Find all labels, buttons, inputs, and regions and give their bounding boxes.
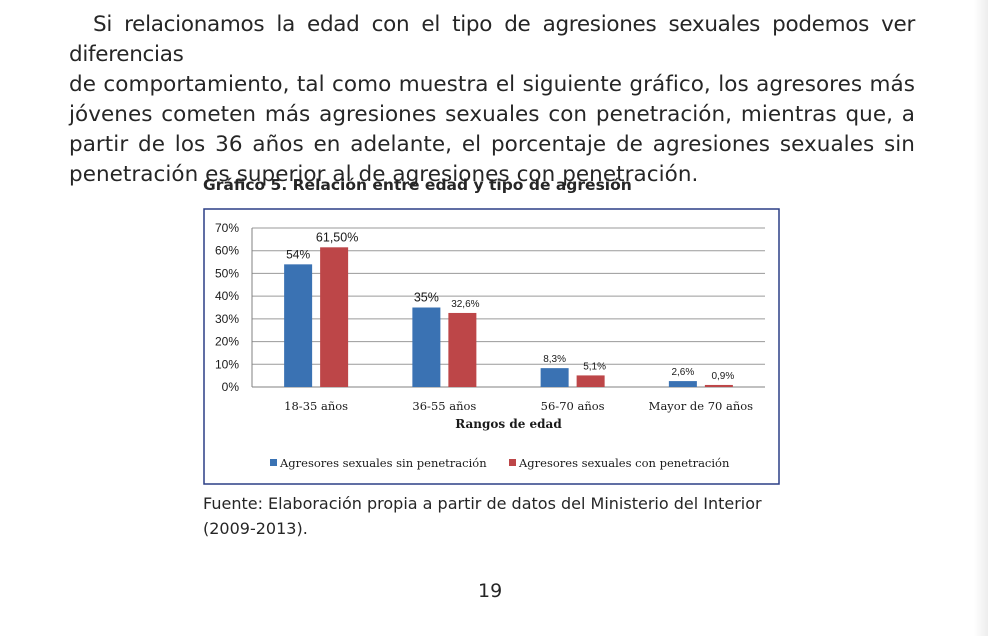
data-label: 54% [286,247,310,261]
source-note: Fuente: Elaboración propia a partir de d… [203,494,762,538]
x-tick-label: 56-70 años [541,399,605,413]
y-tick-label: 0% [222,380,240,394]
bar-sin-penetracion-4 [668,381,697,387]
x-tick-label: Mayor de 70 años [649,399,754,413]
legend-label: Agresores sexuales con penetración [518,456,730,470]
data-label: 8,3% [543,354,566,365]
x-tick-label: 18-35 años [284,399,348,413]
page-number: 19 [478,580,503,602]
data-label: 61,50% [316,230,358,244]
paragraph-continuation: de comportamiento, tal como muestra el s… [69,72,915,187]
chart-caption: Gráfico 5. Relación entre edad y tipo de… [203,176,632,194]
y-tick-label: 70% [215,221,239,235]
bar-sin-penetracion-1 [284,264,313,387]
bar-sin-penetracion-3 [540,368,569,387]
bar-con-penetracion-2 [448,312,477,387]
legend-swatch-sin-penetracion [270,459,277,466]
paragraph-first-line: Si relacionamos la edad con el tipo de a… [69,12,915,67]
x-tick-label: 36-55 años [412,399,476,413]
page-edge-shadow [974,0,988,636]
bar-sin-penetracion-2 [412,307,441,387]
y-tick-label: 30% [215,312,239,326]
y-tick-label: 50% [215,266,239,280]
y-tick-label: 60% [215,244,239,258]
body-paragraph: Si relacionamos la edad con el tipo de a… [69,10,915,190]
data-label: 0,9% [711,371,734,382]
data-label: 35% [414,291,439,305]
bar-con-penetracion-4 [704,384,733,387]
legend-swatch-con-penetracion [509,459,516,466]
data-label: 32,6% [451,299,479,310]
x-axis-title: Rangos de edad [455,417,562,431]
bar-con-penetracion-3 [576,375,605,387]
data-label: 2,6% [671,367,694,378]
y-tick-label: 40% [215,289,239,303]
y-tick-label: 20% [215,335,239,349]
bar-con-penetracion-1 [320,247,349,387]
y-tick-label: 10% [215,357,239,371]
data-label: 5,1% [583,361,606,372]
legend-label: Agresores sexuales sin penetración [279,456,487,470]
